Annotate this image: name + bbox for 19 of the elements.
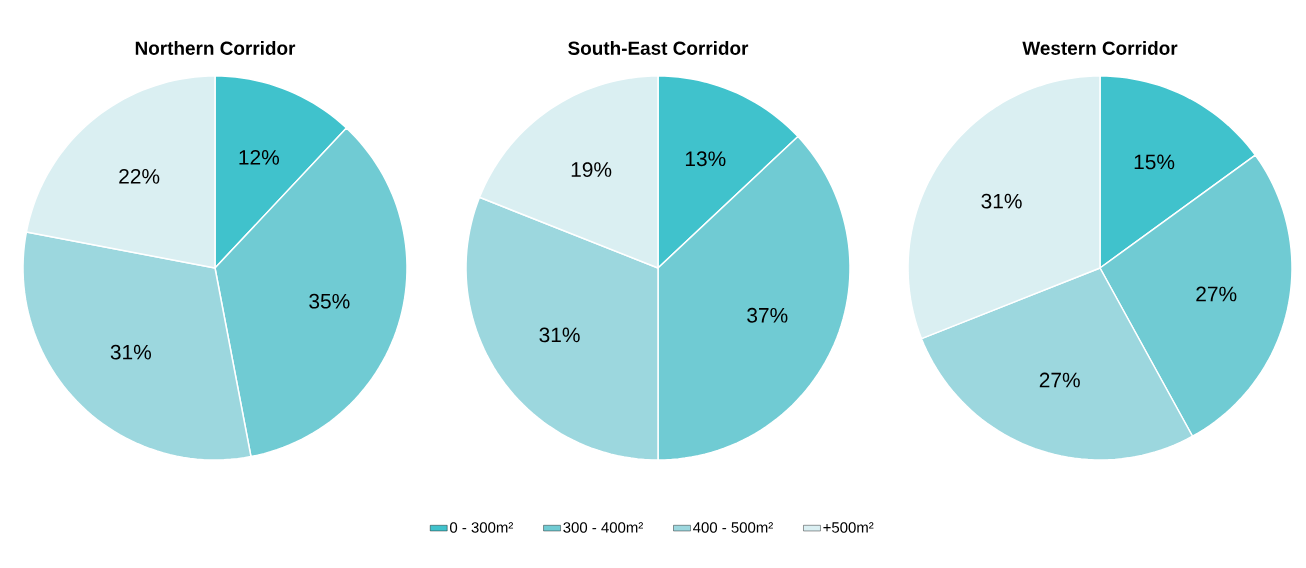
data-label: 35% xyxy=(309,293,350,309)
data-label: 27% xyxy=(1196,286,1237,302)
legend-label: 300 - 400m² xyxy=(563,522,643,533)
legend-label: 0 - 300m² xyxy=(449,522,514,533)
data-label: 13% xyxy=(685,151,726,167)
data-label: 12% xyxy=(239,149,280,165)
data-label: 15% xyxy=(1134,154,1175,170)
chart-title: Western Corridor xyxy=(1022,40,1178,55)
data-label: 19% xyxy=(571,162,612,177)
data-label: 27% xyxy=(1039,372,1080,388)
data-label: 31% xyxy=(539,327,580,343)
data-label: 22% xyxy=(119,168,160,184)
data-label: 31% xyxy=(981,193,1022,209)
data-label: 31% xyxy=(110,344,152,360)
chart-title: Northern Corridor xyxy=(135,41,296,55)
legend-label: 400 - 500m² xyxy=(693,522,773,533)
data-label: 37% xyxy=(747,307,788,323)
legend-label: +500m² xyxy=(823,522,874,533)
chart-title: South-East Corridor xyxy=(568,40,749,55)
